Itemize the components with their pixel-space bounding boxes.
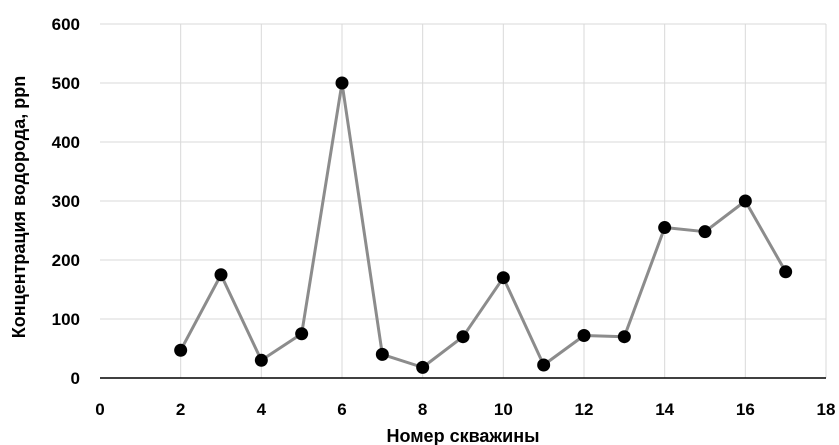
data-point: [335, 76, 349, 90]
x-tick-label: 8: [418, 400, 427, 419]
x-tick-label: 4: [257, 400, 267, 419]
y-tick-label: 0: [71, 369, 80, 388]
x-tick-label: 12: [575, 400, 594, 419]
data-point: [254, 353, 268, 367]
data-point: [617, 330, 631, 344]
data-point: [658, 221, 672, 235]
data-point: [779, 265, 793, 279]
y-axis-title: Концентрация водорода, ppn: [9, 76, 29, 338]
y-tick-label: 600: [52, 15, 80, 34]
data-point: [416, 360, 430, 374]
x-tick-label: 16: [736, 400, 755, 419]
data-point: [577, 329, 591, 343]
data-point: [214, 268, 228, 282]
y-tick-label: 300: [52, 192, 80, 211]
y-tick-label: 500: [52, 74, 80, 93]
data-point: [375, 347, 389, 361]
x-tick-label: 10: [494, 400, 513, 419]
y-gridlines: [100, 23, 826, 320]
y-tick-label: 400: [52, 133, 80, 152]
data-point: [496, 271, 510, 285]
x-tick-label: 14: [655, 400, 674, 419]
data-point: [698, 225, 712, 239]
data-point: [456, 330, 470, 344]
x-tick-label: 2: [176, 400, 185, 419]
series-line: [179, 81, 787, 369]
data-point: [738, 194, 752, 208]
x-axis-title: Номер скважины: [386, 426, 539, 445]
series-points: [174, 76, 793, 374]
x-tick-labels: 0 2 4 6 8 10 12 14 16 18: [95, 400, 835, 419]
data-point: [537, 358, 551, 372]
y-tick-label: 100: [52, 310, 80, 329]
y-tick-labels: 0 100 200 300 400 500 600: [52, 15, 80, 388]
y-tick-label: 200: [52, 251, 80, 270]
x-tick-label: 18: [817, 400, 836, 419]
data-point: [295, 327, 309, 341]
x-tick-label: 6: [337, 400, 346, 419]
x-tick-label: 0: [95, 400, 104, 419]
data-point: [174, 343, 188, 357]
